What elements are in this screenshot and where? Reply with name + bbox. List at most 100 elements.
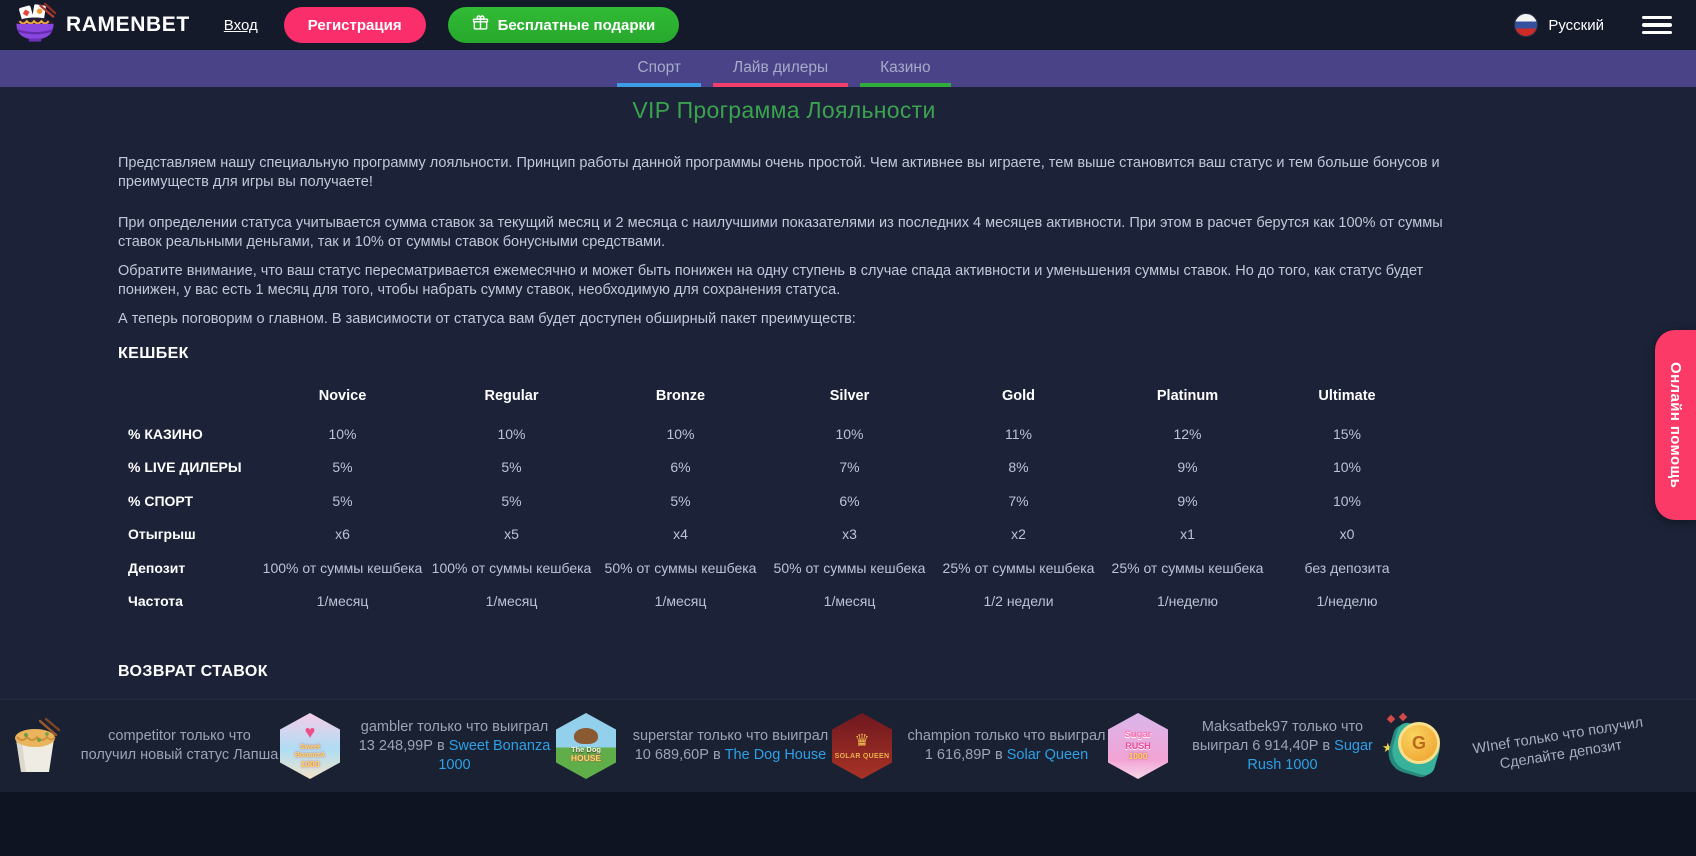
column-header-ultimate: Ultimate — [1318, 388, 1376, 404]
table-row: Отыгрыш x6 x5 x4 x3 x2 x1 x0 — [118, 518, 1438, 552]
cashback-heading: КЕШБЕК — [118, 345, 189, 362]
row-label: Отыгрыш — [128, 526, 196, 543]
winner-text-before: champion только что выиграл 1 616,89Р в — [907, 728, 1106, 763]
column-header-gold: Gold — [1001, 388, 1036, 404]
winner-text-before: gambler только что выиграл 13 248,99Р в — [358, 718, 549, 754]
nav-tabs: Спорт Лайв дилеры Казино — [617, 50, 951, 87]
cell: 6% — [670, 459, 691, 476]
cell: 5% — [501, 492, 522, 509]
winner-text: champion только что выиграл 1 616,89Р в … — [905, 727, 1108, 765]
tab-sport[interactable]: Спорт — [617, 50, 702, 87]
page-title: VIP Программа Лояльности — [632, 97, 936, 123]
cell: x3 — [842, 526, 857, 543]
winner-text-before: superstar только что выиграл 10 689,60Р … — [632, 728, 829, 763]
status-calc-paragraph: При определении статуса учитывается сумм… — [118, 215, 1443, 250]
cell: 10% — [835, 425, 864, 442]
cell: x2 — [1011, 526, 1026, 543]
ticker-item-win: ♛ SOLAR QUEEN champion только что выигра… — [832, 713, 1108, 779]
game-link-solar-queen[interactable]: Solar Queen — [1006, 747, 1089, 763]
queen-glyph: ♛ — [854, 731, 870, 751]
tab-live-dealers[interactable]: Лайв дилеры — [713, 50, 849, 87]
language-switcher[interactable]: Русский — [1514, 13, 1604, 37]
sugar-rush-1000-tile-icon[interactable]: Sugar RUSH 1000 — [1108, 713, 1168, 779]
game-link-the-dog-house[interactable]: The Dog House — [724, 747, 827, 763]
dog-glyph — [574, 727, 598, 744]
game-link-sweet-bonanza-1000[interactable]: Sweet Bonanza 1000 — [438, 737, 551, 773]
cell: 12% — [1173, 425, 1202, 442]
cell: 1/месяц — [654, 593, 707, 610]
column-header-regular: Regular — [484, 388, 539, 404]
register-button[interactable]: Регистрация — [283, 7, 426, 43]
coin-letter: G — [1398, 722, 1440, 764]
cell: 5% — [332, 492, 353, 509]
column-header-platinum: Platinum — [1156, 388, 1219, 404]
tile-text: SOLAR QUEEN — [834, 752, 890, 760]
ramen-bowl-logo-icon — [12, 2, 58, 48]
cell: 10% — [1332, 459, 1362, 476]
ticker-item-win: Sugar RUSH 1000 Maksatbek97 только что в… — [1108, 713, 1384, 779]
cell: x1 — [1180, 526, 1195, 543]
online-help-tab[interactable]: Онлайн помощь — [1655, 330, 1696, 520]
tile-text: BonanzA — [294, 751, 326, 759]
bets-return-heading: ВОЗВРАТ СТАВОК — [118, 663, 268, 680]
row-label: Частота — [128, 593, 183, 610]
header: RAMENBET Вход Регистрация Бесплатные под… — [0, 0, 1696, 50]
game-link-sugar-rush-1000[interactable]: Sugar Rush 1000 — [1247, 737, 1373, 773]
main-nav: Спорт Лайв дилеры Казино — [0, 50, 1696, 87]
cell: x0 — [1339, 526, 1355, 543]
cell: 7% — [1008, 492, 1029, 509]
cell: 5% — [332, 459, 353, 476]
cell: 9% — [1177, 459, 1198, 476]
cell: 50% от суммы кешбека — [773, 559, 926, 576]
winner-text: superstar только что выиграл 10 689,60Р … — [629, 727, 832, 765]
table-row: % LIVE ДИЛЕРЫ 5% 5% 6% 7% 8% 9% 10% — [118, 451, 1438, 485]
table-row: Депозит 100% от суммы кешбека 100% от су… — [118, 551, 1438, 585]
tile-text: The Dog — [571, 744, 601, 754]
gift-icon — [472, 14, 489, 36]
table-header-row: Novice Regular Bronze Silver Gold Platin… — [118, 375, 1438, 417]
cell: 9% — [1177, 492, 1198, 509]
heart-glyph: ♥ — [304, 722, 316, 743]
login-link[interactable]: Вход — [223, 16, 258, 34]
cell: 1/месяц — [316, 593, 369, 610]
cell: 100% от суммы кешбека — [262, 559, 423, 576]
noodle-box-icon — [4, 715, 66, 777]
intro-paragraph: Представляем нашу специальную программу … — [118, 155, 1440, 190]
winner-text: Maksatbek97 только что выиграл 6 914,40Р… — [1181, 718, 1384, 775]
cell: 11% — [1005, 425, 1032, 442]
the-dog-house-tile-icon[interactable]: The Dog HOUSE — [556, 713, 616, 779]
cell: 1/2 недели — [983, 593, 1054, 610]
main-content: VIP Программа Лояльности Представляем на… — [0, 87, 1696, 699]
ticker-item-win: ♥ Sweet BonanzA 1000 gambler только что … — [280, 713, 556, 779]
cell: x5 — [504, 526, 519, 543]
cell: 1/неделю — [1316, 593, 1378, 610]
winners-ticker: competitor только что получил новый стат… — [0, 699, 1696, 792]
solar-queen-tile-icon[interactable]: ♛ SOLAR QUEEN — [832, 713, 892, 779]
tab-casino[interactable]: Казино — [860, 50, 951, 87]
cell: x6 — [335, 526, 350, 543]
table-row: % КАЗИНО 10% 10% 10% 10% 11% 12% 15% — [118, 417, 1438, 451]
sweet-bonanza-1000-tile-icon[interactable]: ♥ Sweet BonanzA 1000 — [280, 713, 340, 779]
tile-text: Sugar — [1124, 729, 1152, 741]
tile-text: HOUSE — [570, 753, 602, 764]
column-header-novice: Novice — [318, 388, 367, 404]
table-row: Частота 1/месяц 1/месяц 1/месяц 1/месяц … — [118, 585, 1438, 619]
table-row: % СПОРТ 5% 5% 5% 6% 7% 9% 10% — [118, 484, 1438, 518]
winner-text: competitor только что получил новый стат… — [80, 728, 279, 763]
cell: 8% — [1008, 459, 1029, 476]
brand-name: RAMENBET — [66, 13, 190, 36]
winner-text: gambler только что выиграл 13 248,99Р в … — [353, 718, 556, 775]
ticker-item-status: competitor только что получил новый стат… — [4, 715, 280, 777]
cell: 25% от суммы кешбека — [942, 559, 1095, 576]
hamburger-menu-button[interactable] — [1642, 15, 1672, 35]
cell: 1/месяц — [485, 593, 538, 610]
cell: 10% — [1332, 492, 1362, 509]
cell: 6% — [839, 492, 860, 509]
cell: 25% от суммы кешбека — [1111, 559, 1264, 576]
winner-text-before: Maksatbek97 только что выиграл 6 914,40Р… — [1192, 718, 1364, 754]
cell: без депозита — [1304, 559, 1390, 576]
free-gifts-button[interactable]: Бесплатные подарки — [447, 7, 680, 43]
cell: 5% — [670, 492, 691, 509]
brand-logo[interactable]: RAMENBET — [12, 2, 190, 48]
